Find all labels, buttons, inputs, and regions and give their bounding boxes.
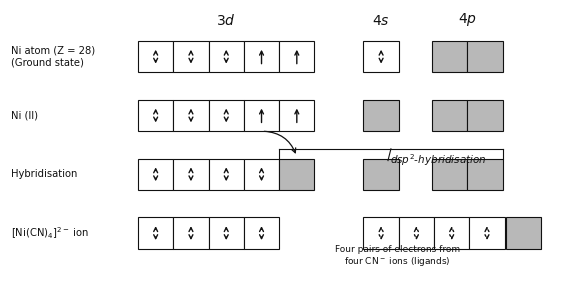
Bar [363,217,398,249]
Bar [244,100,279,131]
Bar [363,41,398,72]
Text: $4s$: $4s$ [372,14,390,28]
Bar [244,41,279,72]
Text: $dsp^2$-hybridisation: $dsp^2$-hybridisation [390,153,486,169]
Bar [244,217,279,249]
Bar [467,100,503,131]
Text: $3d$: $3d$ [216,13,236,28]
Text: Hybridisation: Hybridisation [10,169,77,179]
Bar [505,217,541,249]
Bar [138,41,173,72]
Bar [363,100,398,131]
Bar [138,159,173,190]
Text: Ni (II): Ni (II) [10,110,37,121]
Bar [469,217,505,249]
Bar [173,159,209,190]
Bar [244,159,279,190]
Bar [279,41,315,72]
Bar [467,41,503,72]
Bar [363,159,398,190]
Bar [434,217,469,249]
Text: Ni atom (Z = 28)
(Ground state): Ni atom (Z = 28) (Ground state) [10,46,95,67]
Bar [209,41,244,72]
Bar [432,159,467,190]
Bar [209,159,244,190]
Bar [173,217,209,249]
Bar [467,159,503,190]
Bar [279,100,315,131]
Bar [138,217,173,249]
Bar [279,159,315,190]
Bar [209,100,244,131]
Bar [432,100,467,131]
Text: [Ni(CN)$_4$]$^{2-}$ ion: [Ni(CN)$_4$]$^{2-}$ ion [10,225,89,241]
Bar [138,100,173,131]
Bar [432,41,467,72]
Bar [398,217,434,249]
Bar [209,217,244,249]
Text: Four pairs of electrons from
four CN$^-$ ions (ligands): Four pairs of electrons from four CN$^-$… [335,245,461,268]
Bar [173,41,209,72]
Text: $4p$: $4p$ [458,11,477,28]
Bar [173,100,209,131]
